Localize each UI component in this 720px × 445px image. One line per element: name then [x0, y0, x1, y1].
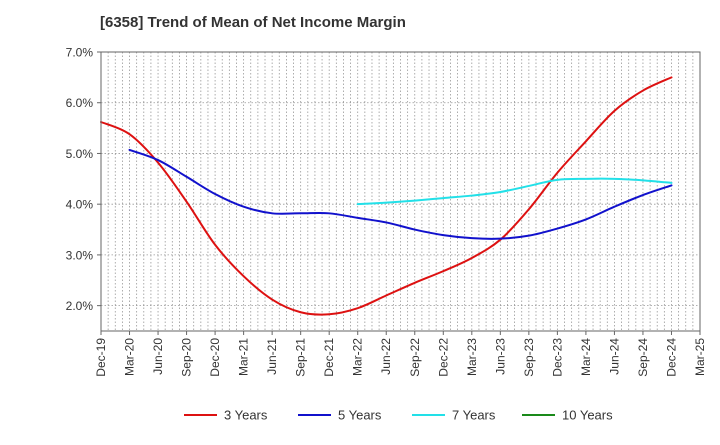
y-tick-label: 6.0% [66, 96, 94, 110]
legend-label: 3 Years [224, 408, 268, 423]
x-tick-label: Mar-25 [693, 338, 707, 376]
x-tick-label: Dec-22 [436, 338, 450, 377]
x-tick-label: Dec-24 [664, 338, 678, 377]
y-tick-label: 4.0% [66, 198, 94, 212]
x-tick-label: Dec-20 [208, 338, 222, 377]
x-tick-label: Mar-23 [465, 338, 479, 376]
x-tick-label: Dec-21 [322, 338, 336, 377]
series-line-1 [100, 76, 673, 316]
x-tick-label: Sep-23 [522, 338, 536, 377]
x-tick-label: Jun-20 [151, 338, 165, 375]
legend-label: 10 Years [562, 408, 613, 423]
x-tick-label: Dec-19 [94, 338, 108, 377]
x-tick-label: Jun-23 [493, 338, 507, 375]
x-tick-label: Sep-21 [294, 338, 308, 377]
y-tick-label: 3.0% [66, 248, 94, 262]
series-line-2 [128, 148, 673, 240]
x-tick-label: Sep-20 [180, 338, 194, 377]
x-tick-label: Dec-23 [550, 338, 564, 377]
x-tick-label: Sep-24 [636, 338, 650, 377]
plot-frame [100, 51, 701, 332]
grid-lines [101, 52, 700, 331]
x-tick-label: Mar-24 [579, 338, 593, 376]
legend-label: 7 Years [452, 408, 496, 423]
x-axis: Dec-19 Mar-20 Jun-20 Sep-20 Dec-20 Mar-21 Jun-… [94, 331, 707, 377]
x-tick-label: Sep-22 [408, 338, 422, 377]
series-line-3 [356, 177, 673, 206]
chart-title: [6358] Trend of Mean of Net Income Margi… [100, 14, 406, 31]
x-tick-label: Mar-22 [351, 338, 365, 376]
x-tick-label: Jun-24 [607, 338, 621, 375]
y-axis: 2.0% 3.0% 4.0% 5.0% 6.0% 7.0% [66, 46, 101, 313]
y-tick-label: 5.0% [66, 147, 94, 161]
y-tick-label: 7.0% [66, 46, 94, 60]
x-tick-label: Mar-20 [123, 338, 137, 376]
x-tick-label: Mar-21 [237, 338, 251, 376]
x-tick-label: Jun-21 [265, 338, 279, 375]
x-tick-label: Jun-22 [379, 338, 393, 375]
legend-label: 5 Years [338, 408, 382, 423]
legend: 3 Years 5 Years 7 Years 10 Years [184, 408, 613, 423]
series-lines [100, 76, 673, 316]
y-tick-label: 2.0% [66, 299, 94, 313]
